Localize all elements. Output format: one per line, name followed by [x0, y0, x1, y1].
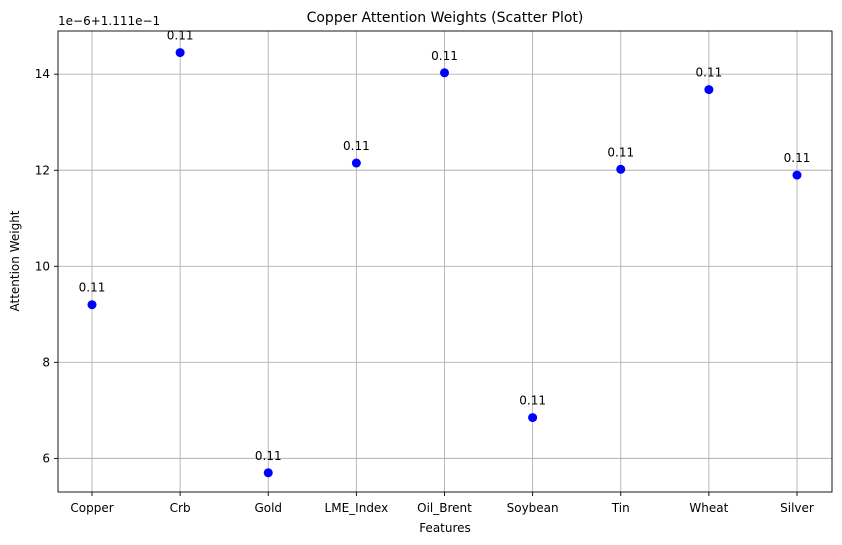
x-tick-label: Copper: [70, 501, 113, 515]
x-tick-label: Silver: [780, 501, 814, 515]
data-point: [616, 164, 626, 174]
data-points: [87, 48, 802, 478]
x-tick-label: Gold: [254, 501, 282, 515]
data-label: 0.11: [343, 139, 370, 153]
data-label: 0.11: [607, 145, 634, 159]
data-point: [528, 413, 538, 423]
data-point: [792, 170, 802, 180]
plot-frame: [57, 30, 833, 493]
axis-ticks: Copper Crb Gold LME_Index Oil_Brent Soybean Ti…: [35, 67, 814, 515]
y-tick-label: 6: [42, 451, 50, 465]
x-tick-label: Soybean: [507, 501, 559, 515]
chart-title: Copper Attention Weights (Scatter Plot): [307, 10, 584, 26]
data-point: [440, 68, 449, 78]
data-label: 0.11: [431, 49, 458, 63]
x-tick-label: Oil_Brent: [417, 501, 472, 515]
x-tick-label: LME_Index: [325, 501, 389, 515]
x-tick-label: Tin: [611, 501, 630, 515]
data-point: [175, 48, 185, 58]
data-point: [263, 468, 273, 478]
y-tick-label: 12: [35, 163, 50, 177]
data-label: 0.11: [167, 29, 194, 43]
y-axis-label: Attention Weight: [8, 210, 22, 311]
y-tick-label: 10: [35, 259, 50, 273]
data-label: 0.11: [784, 151, 811, 165]
x-axis-label: Features: [419, 521, 471, 535]
y-tick-label: 8: [42, 355, 50, 369]
data-point: [351, 158, 361, 168]
data-label: 0.11: [79, 281, 106, 295]
data-label: 0.11: [519, 394, 546, 408]
x-tick-label: Wheat: [689, 501, 728, 515]
y-axis-offset-label: 1e−6+1.111e−1: [58, 14, 160, 28]
data-point: [87, 300, 97, 310]
x-tick-label: Crb: [170, 501, 191, 515]
y-tick-label: 14: [35, 67, 50, 81]
data-labels: 0.11 0.11 0.11 0.11 0.11 0.11 0.11 0.11 0.11: [79, 29, 811, 463]
data-label: 0.11: [696, 66, 723, 80]
data-point: [704, 85, 714, 95]
data-label: 0.11: [255, 449, 282, 463]
